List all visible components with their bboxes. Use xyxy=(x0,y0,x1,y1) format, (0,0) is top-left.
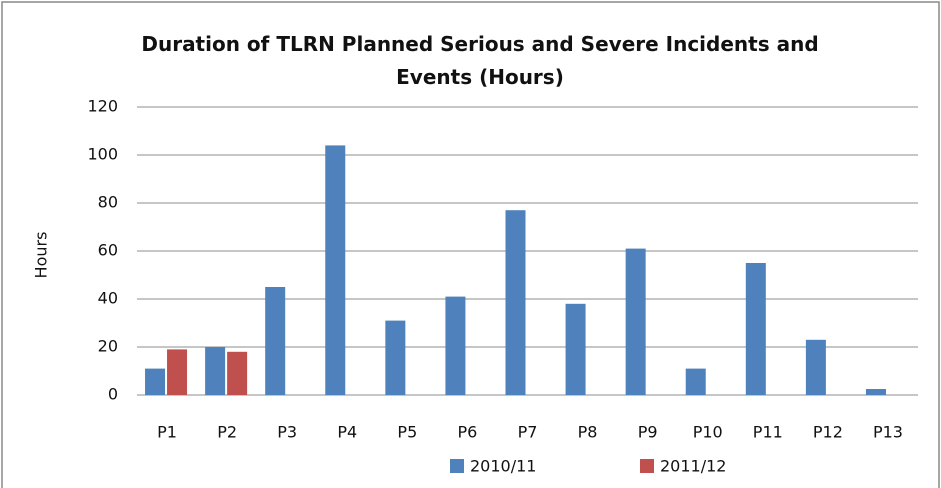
x-tick-label: P3 xyxy=(277,423,297,442)
bar xyxy=(385,320,406,395)
x-tick-label: P12 xyxy=(813,423,843,442)
bar xyxy=(505,210,526,395)
legend-label: 2010/11 xyxy=(470,457,536,476)
legend-swatch xyxy=(450,459,464,473)
bar xyxy=(145,368,166,395)
x-tick-label: P5 xyxy=(397,423,417,442)
legend-swatch xyxy=(640,459,654,473)
y-tick-label: 80 xyxy=(98,193,118,212)
x-tick-label: P13 xyxy=(873,423,903,442)
bar xyxy=(625,248,646,395)
y-tick-label: 40 xyxy=(98,289,118,308)
y-axis-label: Hours xyxy=(32,232,51,279)
bar xyxy=(805,339,826,395)
x-tick-label: P11 xyxy=(753,423,783,442)
x-tick-label: P2 xyxy=(217,423,237,442)
y-tick-label: 60 xyxy=(98,241,118,260)
bar xyxy=(445,296,466,395)
bar xyxy=(565,303,586,395)
bar xyxy=(265,287,286,395)
bar xyxy=(227,351,248,395)
x-tick-label: P7 xyxy=(518,423,538,442)
bar xyxy=(865,389,886,395)
bar xyxy=(325,145,346,395)
x-tick-label: P4 xyxy=(337,423,357,442)
bar xyxy=(685,368,706,395)
bar xyxy=(167,349,188,395)
x-tick-label: P6 xyxy=(458,423,478,442)
bar xyxy=(205,347,226,395)
x-tick-label: P9 xyxy=(638,423,658,442)
y-tick-label: 0 xyxy=(108,385,118,404)
y-tick-label: 120 xyxy=(87,97,118,116)
x-tick-label: P10 xyxy=(693,423,723,442)
y-tick-label: 100 xyxy=(87,145,118,164)
chart-title: Duration of TLRN Planned Serious and Sev… xyxy=(141,32,819,89)
x-tick-label: P8 xyxy=(578,423,598,442)
bar xyxy=(745,263,766,395)
x-tick-label: P1 xyxy=(157,423,177,442)
y-tick-label: 20 xyxy=(98,337,118,356)
legend-label: 2011/12 xyxy=(660,457,726,476)
